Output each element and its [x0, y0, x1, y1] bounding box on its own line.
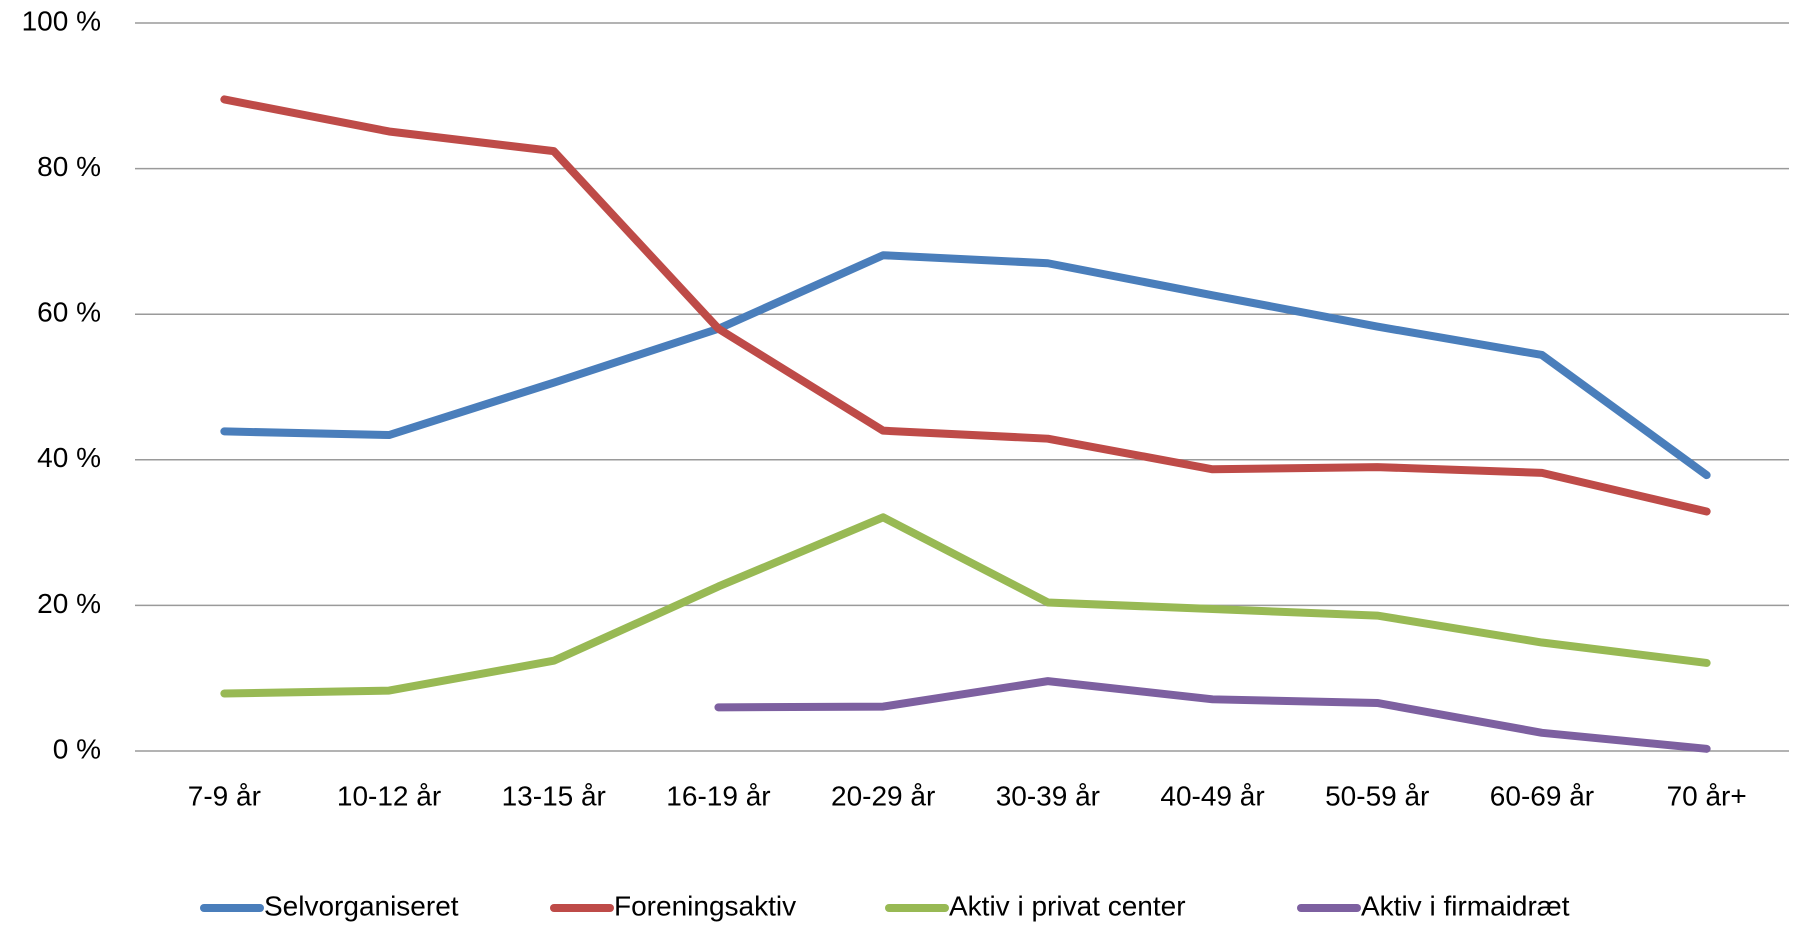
y-tick-label: 80 % — [37, 151, 101, 182]
y-tick-label: 100 % — [22, 5, 101, 36]
y-tick-label: 0 % — [53, 733, 101, 764]
x-tick-label: 60-69 år — [1490, 780, 1594, 811]
x-tick-label: 7-9 år — [188, 780, 261, 811]
y-tick-label: 60 % — [37, 297, 101, 328]
series-line — [220, 251, 1711, 480]
series-line — [220, 95, 1711, 516]
x-tick-label: 16-19 år — [666, 780, 770, 811]
x-tick-label: 20-29 år — [831, 780, 935, 811]
x-tick-label: 13-15 år — [502, 780, 606, 811]
x-tick-label: 50-59 år — [1325, 780, 1429, 811]
legend-label: Selvorganiseret — [264, 890, 459, 921]
legend-label: Foreningsaktiv — [614, 890, 796, 921]
y-tick-label: 20 % — [37, 588, 101, 619]
series-line — [220, 513, 1711, 698]
x-tick-label: 70 år+ — [1667, 780, 1747, 811]
x-tick-label: 40-49 år — [1160, 780, 1264, 811]
y-tick-label: 40 % — [37, 442, 101, 473]
legend-label: Aktiv i firmaidræt — [1361, 890, 1570, 921]
x-tick-label: 30-39 år — [996, 780, 1100, 811]
series-line — [714, 677, 1711, 753]
x-tick-label: 10-12 år — [337, 780, 441, 811]
legend-label: Aktiv i privat center — [949, 890, 1186, 921]
